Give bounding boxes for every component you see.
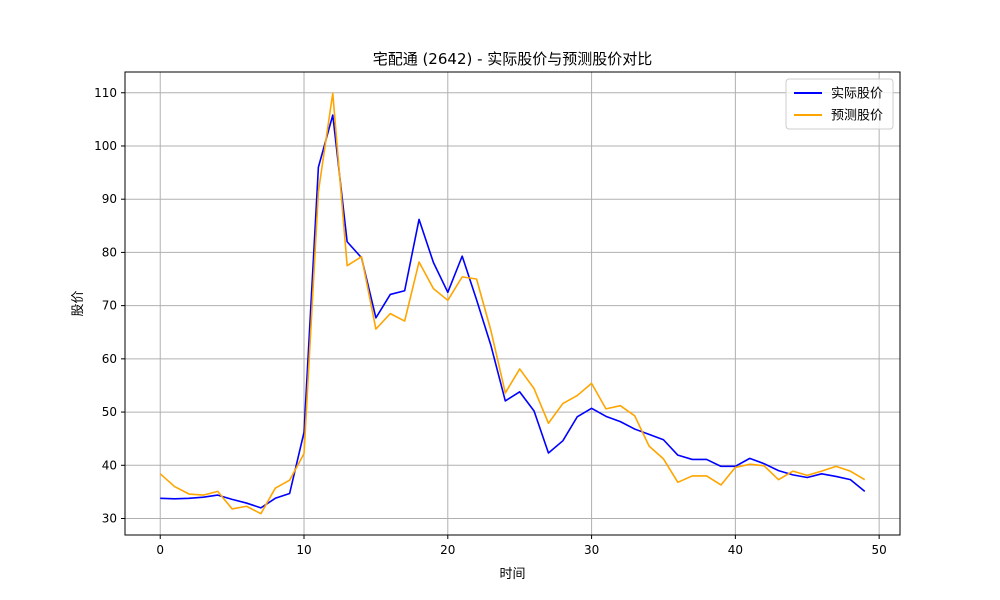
x-tick-label: 50 bbox=[872, 543, 887, 557]
x-tick-label: 40 bbox=[728, 543, 743, 557]
legend-label-actual: 实际股价 bbox=[831, 87, 883, 102]
series-layer bbox=[159, 92, 866, 515]
legend: 实际股价 预测股价 bbox=[785, 78, 894, 130]
y-tick-label: 90 bbox=[102, 192, 117, 206]
y-tick-label: 100 bbox=[94, 139, 117, 153]
legend-label-predicted: 预测股价 bbox=[831, 109, 883, 124]
y-tick-label: 80 bbox=[102, 245, 117, 259]
series-line-predicted bbox=[159, 92, 866, 515]
legend-box bbox=[785, 78, 894, 130]
chart-title: 宅配通 (2642) - 实际股价与预测股价对比 bbox=[373, 50, 653, 68]
y-tick-label: 70 bbox=[102, 299, 117, 313]
x-tick-label: 20 bbox=[440, 543, 455, 557]
x-tick-label: 30 bbox=[584, 543, 599, 557]
plot-area-frame bbox=[124, 71, 901, 536]
grid-layer bbox=[125, 72, 900, 535]
y-tick-label: 50 bbox=[102, 405, 117, 419]
y-axis-label: 股价 bbox=[71, 290, 86, 316]
y-tick-label: 30 bbox=[102, 512, 117, 526]
y-tick-label: 40 bbox=[102, 458, 117, 472]
y-tick-label: 110 bbox=[94, 86, 117, 100]
series-line-actual bbox=[160, 114, 866, 509]
y-tick-label: 60 bbox=[102, 352, 117, 366]
ticks-layer: 0 10 20 30 40 50 30 40 50 60 70 80 90 100 110 bbox=[94, 86, 887, 557]
x-axis-label: 时间 bbox=[499, 567, 525, 582]
x-tick-label: 10 bbox=[296, 543, 311, 557]
x-tick-label: 0 bbox=[156, 543, 164, 557]
